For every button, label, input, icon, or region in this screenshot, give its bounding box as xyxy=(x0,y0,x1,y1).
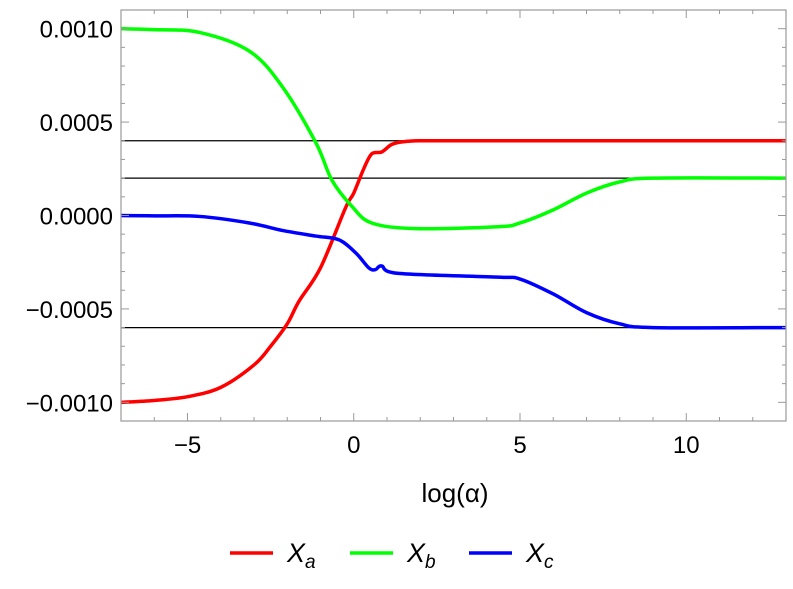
legend-label-main: X xyxy=(286,538,306,568)
plot-frame xyxy=(120,9,787,422)
x-tick-labels: −5 0 5 10 xyxy=(174,432,700,459)
series-lines xyxy=(120,26,787,405)
y-tick-labels: 0.0010 0.0005 0.0000 −0.0005 −0.0010 xyxy=(26,17,113,418)
legend-label-subscript: b xyxy=(425,552,436,573)
legend-label: Xb xyxy=(406,538,436,573)
legend-label-main: X xyxy=(406,538,426,568)
x-tick-label: 10 xyxy=(673,432,700,459)
series-line-b xyxy=(120,26,787,231)
legend-item-b: Xb xyxy=(350,538,436,573)
legend: Xa Xb Xc xyxy=(230,538,554,573)
legend-label-main: X xyxy=(525,538,545,568)
legend-label-subscript: c xyxy=(544,552,554,573)
axis-ticks xyxy=(120,10,787,421)
series-line-c xyxy=(120,213,787,330)
legend-label-subscript: a xyxy=(305,552,316,573)
y-tick-label: −0.0010 xyxy=(26,390,113,417)
legend-item-c: Xc xyxy=(469,538,554,573)
reference-lines xyxy=(121,140,786,329)
series-line-a xyxy=(120,138,786,405)
x-tick-label: 0 xyxy=(347,432,360,459)
legend-item-a: Xa xyxy=(230,538,316,573)
legend-label: Xc xyxy=(525,538,554,573)
y-tick-label: 0.0005 xyxy=(40,110,113,137)
x-tick-label: 5 xyxy=(513,432,526,459)
y-tick-label: −0.0005 xyxy=(26,297,113,324)
x-axis-label: log(α) xyxy=(421,478,488,508)
x-tick-label: −5 xyxy=(174,432,201,459)
y-tick-label: 0.0000 xyxy=(40,204,113,231)
y-tick-label: 0.0010 xyxy=(40,17,113,44)
legend-label: Xa xyxy=(286,538,316,573)
